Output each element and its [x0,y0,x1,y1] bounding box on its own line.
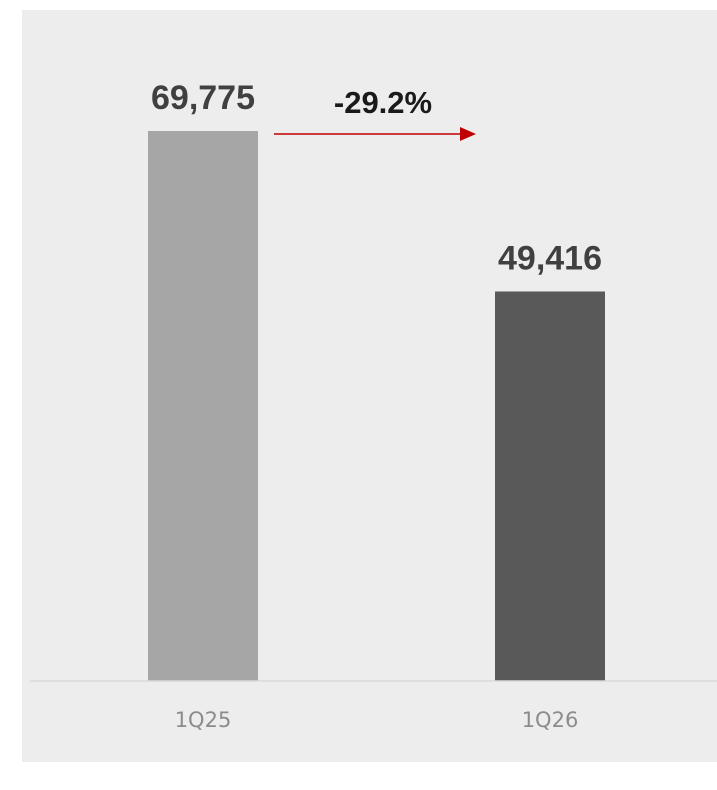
value-label-1q26: 49,416 [498,239,602,277]
x-tick-label-1q25: 1Q25 [175,708,232,732]
change-label: -29.2% [334,85,432,120]
labels-layer: 69,775 1Q25 49,416 1Q26 [151,79,602,732]
change-arrow-head [460,127,476,141]
bars-layer [148,131,605,681]
bar-1q25 [148,131,258,681]
value-label-1q25: 69,775 [151,79,255,117]
bar-1q26 [495,291,605,681]
x-tick-label-1q26: 1Q26 [522,708,579,732]
